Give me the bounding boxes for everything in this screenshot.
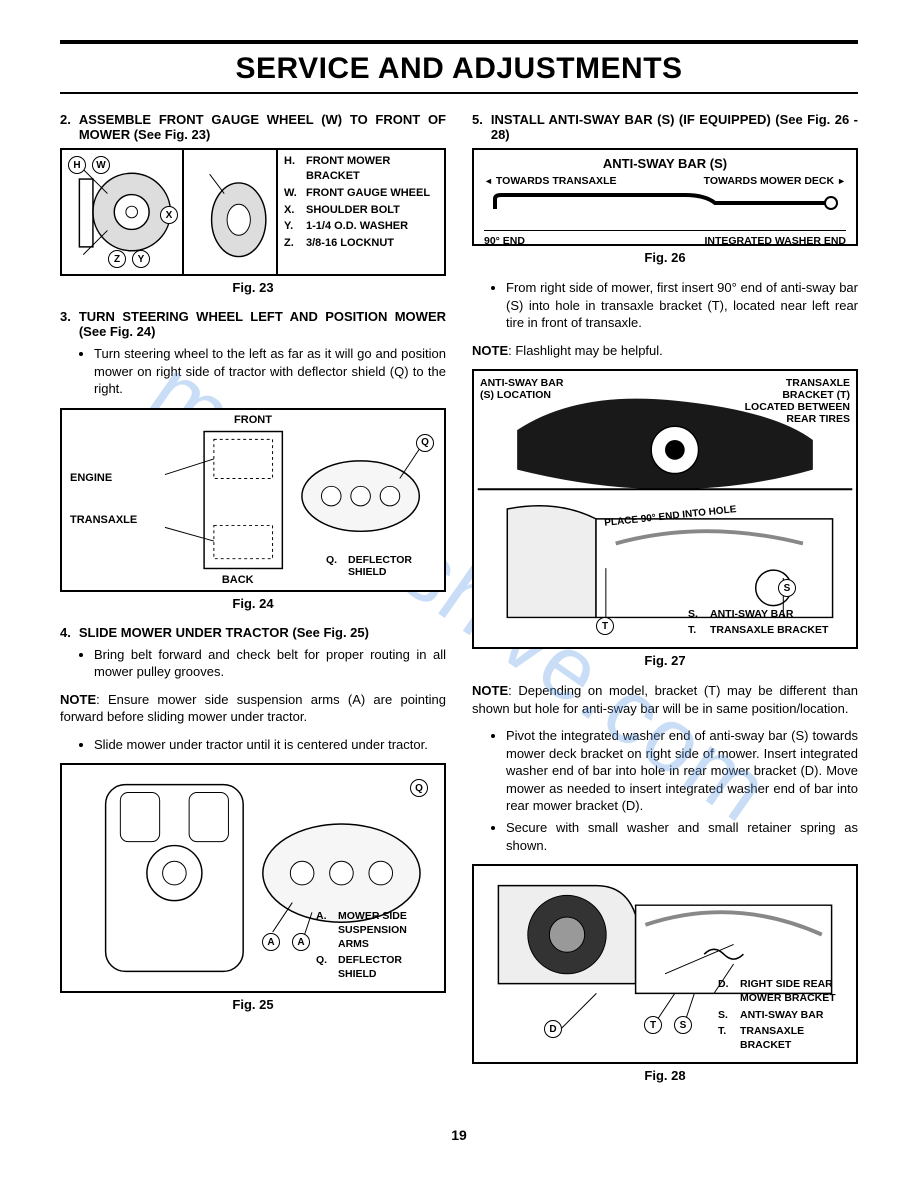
- after-27-bullets: Pivot the integrated washer end of anti-…: [472, 727, 858, 854]
- figure-24: FRONT BACK ENGINE TRANSAXLE Q Q.DEFLECTO…: [60, 408, 446, 592]
- columns: 2. ASSEMBLE FRONT GAUGE WHEEL (W) TO FRO…: [60, 112, 858, 1097]
- fig27-top-left: ANTI-SWAY BAR (S) LOCATION: [480, 377, 575, 425]
- step-4-heading: 4. SLIDE MOWER UNDER TRACTOR (See Fig. 2…: [60, 625, 446, 640]
- fig28-callout-s: S: [674, 1016, 692, 1034]
- fig24-callout-q: Q: [416, 434, 434, 452]
- after-27-note: NOTE: Depending on model, bracket (T) ma…: [472, 682, 858, 717]
- fig26-left-bottom: 90° END: [484, 235, 525, 247]
- page: manualshive.com SERVICE AND ADJUSTMENTS …: [0, 0, 918, 1183]
- fig28-callout-t: T: [644, 1016, 662, 1034]
- step-4-bullets-2: Slide mower under tractor until it is ce…: [60, 736, 446, 754]
- fig23-callout-w: W: [92, 156, 110, 174]
- fig28-caption: Fig. 28: [472, 1068, 858, 1083]
- fig24-caption: Fig. 24: [60, 596, 446, 611]
- step-2-text: ASSEMBLE FRONT GAUGE WHEEL (W) TO FRONT …: [79, 112, 446, 142]
- step-4-bullets-1: Bring belt forward and check belt for pr…: [60, 646, 446, 681]
- fig23-panel-1: H W X Z Y: [62, 150, 184, 274]
- fig24-back-label: BACK: [222, 574, 254, 586]
- fig26-right-bottom: INTEGRATED WASHER END: [704, 235, 846, 247]
- step-3-heading: 3. TURN STEERING WHEEL LEFT AND POSITION…: [60, 309, 446, 339]
- figure-23: H W X Z Y H.FRONT MOWER BRACKET W.FRONT …: [60, 148, 446, 276]
- figure-25: Q A A A.MOWER SIDE SUSPENSION ARMS Q.DEF…: [60, 763, 446, 993]
- fig27-legend: S.ANTI-SWAY BAR T.TRANSAXLE BRACKET: [688, 607, 848, 639]
- fig24-legend: Q.DEFLECTOR SHIELD: [326, 554, 436, 580]
- fig23-legend-row: Y.1-1/4 O.D. WASHER: [284, 219, 438, 234]
- fig28-callout-d: D: [544, 1020, 562, 1038]
- after-27-bullet-2: Secure with small washer and small retai…: [506, 819, 858, 854]
- figure-26: ANTI-SWAY BAR (S) TOWARDS TRANSAXLE TOWA…: [472, 148, 858, 246]
- fig23-sketch-2: [184, 150, 276, 274]
- page-number: 19: [60, 1127, 858, 1143]
- fig23-legend-row: W.FRONT GAUGE WHEEL: [284, 186, 438, 201]
- step-3-num: 3.: [60, 309, 71, 339]
- after-27-bullet-1: Pivot the integrated washer end of anti-…: [506, 727, 858, 815]
- fig26-caption: Fig. 26: [472, 250, 858, 265]
- fig26-bar-icon: [484, 191, 846, 213]
- under-rule: [60, 92, 858, 94]
- after-26-bullet: From right side of mower, first insert 9…: [506, 279, 858, 332]
- step-3-bullet: Turn steering wheel to the left as far a…: [94, 345, 446, 398]
- fig24-front-label: FRONT: [234, 414, 272, 426]
- top-rule: [60, 40, 858, 44]
- step-4-num: 4.: [60, 625, 71, 640]
- fig25-caption: Fig. 25: [60, 997, 446, 1012]
- step-4-text: SLIDE MOWER UNDER TRACTOR (See Fig. 25): [79, 625, 369, 640]
- page-title: SERVICE AND ADJUSTMENTS: [60, 52, 858, 86]
- fig23-legend: H.FRONT MOWER BRACKET W.FRONT GAUGE WHEE…: [278, 150, 444, 274]
- fig23-legend-row: Z.3/8-16 LOCKNUT: [284, 236, 438, 251]
- fig26-title: ANTI-SWAY BAR (S): [484, 156, 846, 171]
- step-4-note: NOTE: Ensure mower side suspension arms …: [60, 691, 446, 726]
- left-column: 2. ASSEMBLE FRONT GAUGE WHEEL (W) TO FRO…: [60, 112, 446, 1097]
- fig27-top-right: TRANSAXLE BRACKET (T) LOCATED BETWEEN RE…: [740, 377, 850, 425]
- fig26-arrow-row: TOWARDS TRANSAXLE TOWARDS MOWER DECK: [484, 175, 846, 187]
- figure-28: D T S D.RIGHT SIDE REAR MOWER BRACKET S.…: [472, 864, 858, 1064]
- step-5-text: INSTALL ANTI-SWAY BAR (S) (IF EQUIPPED) …: [491, 112, 858, 142]
- fig26-right-arrow: TOWARDS MOWER DECK: [704, 175, 846, 187]
- step-5-heading: 5. INSTALL ANTI-SWAY BAR (S) (IF EQUIPPE…: [472, 112, 858, 142]
- step-4-bullet-1: Bring belt forward and check belt for pr…: [94, 646, 446, 681]
- step-4-bullet-2: Slide mower under tractor until it is ce…: [94, 736, 446, 754]
- fig23-callout-z: Z: [108, 250, 126, 268]
- fig23-callout-x: X: [160, 206, 178, 224]
- fig24-transaxle-label: TRANSAXLE: [70, 514, 137, 526]
- fig25-legend: A.MOWER SIDE SUSPENSION ARMS Q.DEFLECTOR…: [316, 909, 436, 984]
- step-3-bullets: Turn steering wheel to the left as far a…: [60, 345, 446, 398]
- fig23-callout-h: H: [68, 156, 86, 174]
- fig23-callout-y: Y: [132, 250, 150, 268]
- step-2-num: 2.: [60, 112, 71, 142]
- fig23-caption: Fig. 23: [60, 280, 446, 295]
- step-3-text: TURN STEERING WHEEL LEFT AND POSITION MO…: [79, 309, 446, 339]
- fig28-legend: D.RIGHT SIDE REAR MOWER BRACKET S.ANTI-S…: [718, 977, 848, 1054]
- fig26-left-arrow: TOWARDS TRANSAXLE: [484, 175, 616, 187]
- fig24-engine-label: ENGINE: [70, 472, 112, 484]
- figure-27: ANTI-SWAY BAR (S) LOCATION TRANSAXLE BRA…: [472, 369, 858, 649]
- fig23-legend-row: X.SHOULDER BOLT: [284, 203, 438, 218]
- fig23-panel-2: [184, 150, 278, 274]
- fig26-bottom-row: 90° END INTEGRATED WASHER END: [484, 230, 846, 247]
- after-26-bullets: From right side of mower, first insert 9…: [472, 279, 858, 332]
- step-2-heading: 2. ASSEMBLE FRONT GAUGE WHEEL (W) TO FRO…: [60, 112, 446, 142]
- fig27-top-labels: ANTI-SWAY BAR (S) LOCATION TRANSAXLE BRA…: [480, 377, 850, 425]
- fig27-caption: Fig. 27: [472, 653, 858, 668]
- step-5-num: 5.: [472, 112, 483, 142]
- right-column: 5. INSTALL ANTI-SWAY BAR (S) (IF EQUIPPE…: [472, 112, 858, 1097]
- after-26-note: NOTE: Flashlight may be helpful.: [472, 342, 858, 360]
- fig23-legend-row: H.FRONT MOWER BRACKET: [284, 154, 438, 184]
